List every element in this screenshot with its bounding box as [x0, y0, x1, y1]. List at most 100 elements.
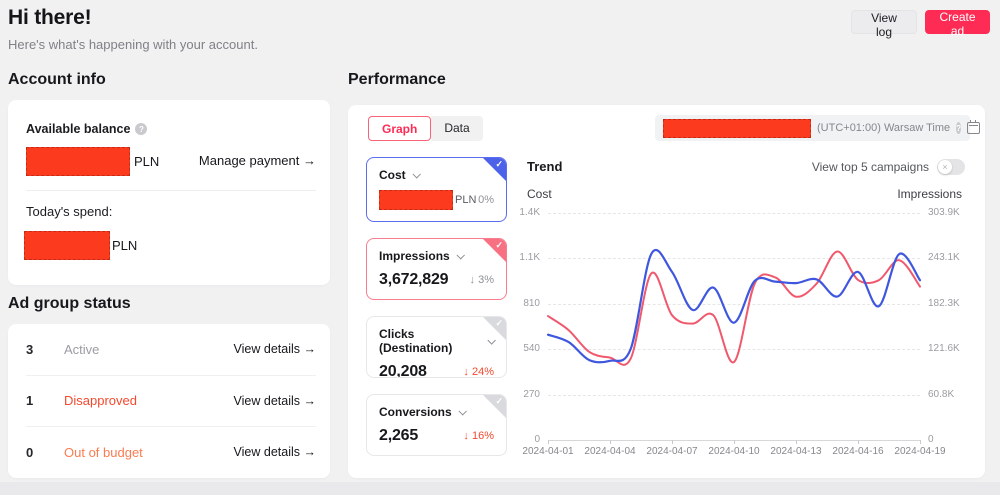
ad-group-label-out-of-budget: Out of budget: [64, 444, 143, 460]
toggle-knob-close-icon: ×: [938, 160, 952, 174]
metric-value: 20,208: [379, 363, 427, 378]
top5-toggle[interactable]: ×: [937, 159, 965, 175]
view-details-link[interactable]: View details →: [233, 445, 316, 460]
page-subtitle: Here's what's happening with your accoun…: [8, 37, 258, 52]
ad-group-row-active: 3 Active View details →: [26, 324, 316, 376]
x-tickmark: [920, 440, 921, 444]
date-range-redaction-block: [663, 118, 811, 138]
metric-value-group: 20,208: [379, 363, 427, 378]
graph-data-tabs: Graph Data: [368, 116, 483, 141]
right-axis-label: Impressions: [897, 187, 962, 201]
left-axis-label: Cost: [527, 187, 552, 201]
date-range-picker[interactable]: (UTC+01:00) Warsaw Time ?: [655, 115, 981, 141]
ad-group-count: 1: [26, 393, 34, 409]
balance-redaction-block: [26, 147, 130, 176]
tab-data[interactable]: Data: [431, 116, 483, 141]
metric-value-group: 3,672,829: [379, 271, 449, 289]
x-tickmark: [672, 440, 673, 444]
check-icon: ✓: [495, 159, 503, 169]
metric-card-impressions[interactable]: ✓ Impressions 3,672,829 ↓ 3%: [366, 238, 507, 300]
metric-label-text: Clicks (Destination): [379, 327, 453, 355]
view-details-link[interactable]: View details →: [233, 393, 316, 408]
x-axis-tick: 2024-04-04: [584, 446, 636, 457]
metric-card-cost[interactable]: ✓ Cost PLN 0%: [366, 157, 507, 222]
ad-group-count: 3: [26, 341, 34, 357]
card-divider: [26, 190, 316, 191]
metric-change: 0%: [478, 194, 494, 206]
metric-change: ↓ 24%: [463, 366, 494, 378]
top5-toggle-label: View top 5 campaigns: [811, 160, 929, 174]
metric-card-clicks-destination[interactable]: ✓ Clicks (Destination) 20,208 ↓ 24%: [366, 316, 507, 378]
selected-corner: [482, 158, 506, 182]
trend-title: Trend: [527, 159, 563, 174]
check-icon: ✓: [495, 396, 503, 406]
view-details-link[interactable]: View details →: [233, 342, 316, 357]
right-axis-tick: 121.6K: [928, 343, 960, 355]
metric-redaction-block: [379, 190, 453, 210]
x-tickmark: [548, 440, 549, 444]
arrow-right-icon: →: [303, 153, 316, 168]
create-ad-button[interactable]: Create ad: [925, 10, 990, 38]
calendar-icon[interactable]: [967, 119, 981, 134]
ad-group-status-title: Ad group status: [8, 295, 131, 312]
metric-unit: PLN: [455, 194, 477, 206]
x-axis-tick: 2024-04-01: [522, 446, 574, 457]
info-icon[interactable]: ?: [135, 123, 148, 135]
ad-group-status-card: 3 Active View details → 1 Disapproved View de…: [8, 324, 330, 478]
right-axis-tick: 60.8K: [928, 388, 955, 400]
left-axis-tick: 1.4K: [519, 207, 540, 218]
metric-value-row: PLN 0%: [379, 190, 494, 210]
chevron-down-icon[interactable]: [456, 251, 465, 260]
info-icon[interactable]: ?: [956, 122, 962, 134]
chevron-down-icon[interactable]: [458, 407, 467, 416]
page-title: Hi there!: [8, 6, 92, 29]
check-icon: ✓: [495, 318, 503, 328]
metric-card-conversions[interactable]: ✓ Conversions 2,265 ↓ 16%: [366, 394, 507, 456]
metric-value-row: 20,208 ↓ 24%: [379, 363, 494, 378]
view-log-button[interactable]: View log: [851, 10, 917, 39]
performance-panel: Graph Data (UTC+01:00) Warsaw Time ? ✓ Co…: [348, 105, 985, 478]
right-axis-tick: 243.1K: [928, 252, 960, 264]
metric-label-text: Cost: [379, 168, 406, 182]
tab-graph[interactable]: Graph: [368, 116, 432, 141]
metric-label-cost: Cost: [379, 168, 494, 182]
timezone-label: (UTC+01:00) Warsaw Time: [817, 122, 951, 134]
info-glyph: ?: [956, 123, 962, 133]
account-info-card: Available balance ? PLN Manage payment →…: [8, 100, 330, 285]
left-axis-tick: 540: [523, 343, 540, 355]
x-tickmark: [610, 440, 611, 444]
ad-group-row-out-of-budget: 0 Out of budget View details →: [26, 427, 316, 478]
x-axis-tick: 2024-04-13: [770, 446, 822, 457]
metric-value: 3,672,829: [379, 271, 449, 288]
left-axis-tick: 810: [523, 297, 540, 309]
metric-label-clicks-destination: Clicks (Destination): [379, 327, 497, 355]
spend-currency: PLN: [112, 238, 138, 253]
metric-value-group: 2,265: [379, 427, 418, 445]
metric-label-text: Impressions: [379, 249, 450, 263]
manage-payment-text: Manage payment: [198, 153, 300, 168]
x-tickmark: [796, 440, 797, 444]
x-axis-tick: 2024-04-10: [708, 446, 760, 457]
gridline: [548, 394, 920, 396]
gridline: [548, 258, 920, 260]
metric-value-group: PLN: [379, 190, 476, 210]
x-axis-tick: 2024-04-19: [894, 446, 946, 457]
close-icon: ×: [942, 161, 948, 172]
gridline: [548, 303, 920, 305]
ad-group-row-disapproved: 1 Disapproved View details →: [26, 376, 316, 427]
metric-change: ↓ 16%: [463, 430, 494, 442]
available-balance-text: Available balance: [26, 122, 131, 136]
top5-toggle-row: View top 5 campaigns ×: [812, 159, 965, 175]
x-axis-tick: 2024-04-16: [832, 446, 884, 457]
chevron-down-icon[interactable]: [412, 170, 421, 179]
left-axis-tick: 270: [523, 388, 540, 400]
check-icon: ✓: [495, 240, 503, 250]
manage-payment-link[interactable]: Manage payment →: [199, 153, 316, 168]
left-axis-tick: 0: [534, 434, 540, 445]
metric-change: ↓ 3%: [469, 274, 494, 286]
info-glyph: ?: [139, 124, 144, 134]
right-axis-tick: 303.9K: [928, 207, 960, 218]
metric-label-text: Conversions: [379, 405, 452, 419]
metric-value: 2,265: [379, 427, 419, 444]
